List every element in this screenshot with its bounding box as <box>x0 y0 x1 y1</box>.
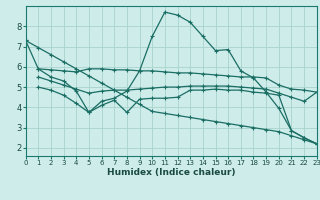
X-axis label: Humidex (Indice chaleur): Humidex (Indice chaleur) <box>107 168 236 177</box>
